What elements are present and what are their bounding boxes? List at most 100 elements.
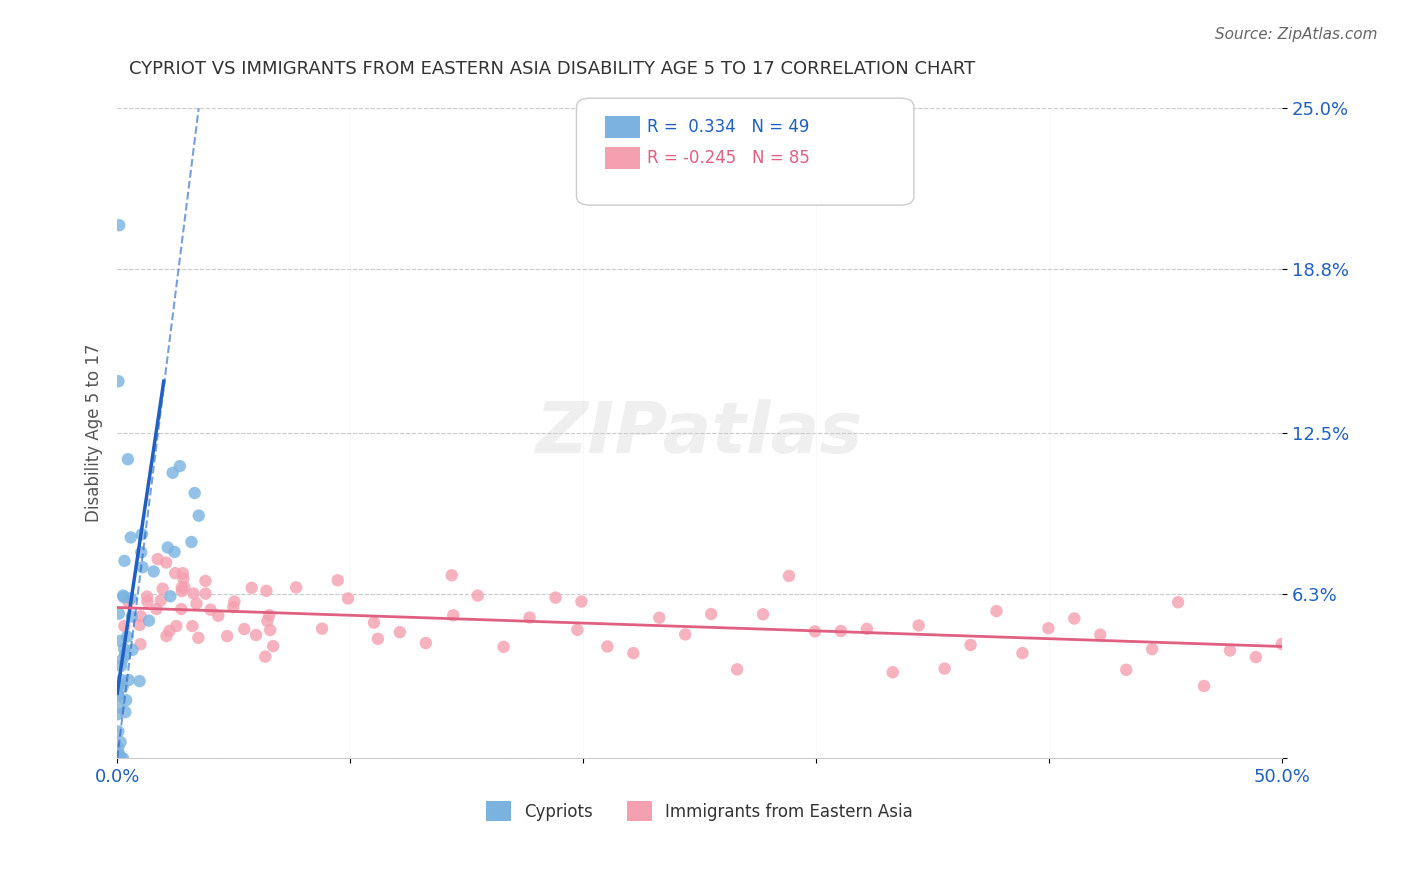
Point: [145, 602, 167, 616]
Point: [181, 619, 204, 633]
Point: [112, 590, 135, 604]
Point: [107, 689, 129, 703]
Point: [136, 590, 159, 604]
Point: [131, 527, 153, 541]
Point: [934, 662, 956, 676]
Point: [165, 566, 187, 581]
Point: [108, 218, 131, 232]
Text: ZIPatlas: ZIPatlas: [536, 399, 863, 467]
Point: [752, 607, 775, 622]
Point: [183, 486, 205, 500]
Point: [120, 531, 142, 545]
Point: [128, 618, 150, 632]
Point: [121, 643, 143, 657]
Point: [159, 589, 181, 603]
Point: [107, 688, 129, 702]
Point: [467, 589, 489, 603]
Point: [115, 630, 138, 644]
Point: [222, 600, 245, 615]
Point: [172, 566, 194, 581]
Point: [172, 572, 194, 586]
Point: [224, 595, 246, 609]
Text: CYPRIOT VS IMMIGRANTS FROM EASTERN ASIA DISABILITY AGE 5 TO 17 CORRELATION CHART: CYPRIOT VS IMMIGRANTS FROM EASTERN ASIA …: [129, 61, 976, 78]
Point: [1140, 642, 1163, 657]
Point: [165, 619, 187, 633]
Point: [149, 593, 172, 607]
Point: [155, 629, 177, 643]
Point: [567, 623, 589, 637]
Point: [121, 609, 143, 624]
Point: [138, 614, 160, 628]
Point: [1090, 627, 1112, 641]
Point: [596, 640, 619, 654]
Point: [142, 565, 165, 579]
Point: [778, 569, 800, 583]
Point: [107, 699, 129, 714]
Point: [117, 452, 139, 467]
Point: [367, 632, 389, 646]
Point: [120, 591, 142, 606]
Point: [110, 673, 132, 687]
Point: [882, 665, 904, 680]
Point: [415, 636, 437, 650]
Point: [136, 594, 159, 608]
Point: [259, 608, 281, 623]
Point: [112, 619, 135, 633]
Point: [1219, 643, 1241, 657]
Point: [1192, 679, 1215, 693]
Point: [217, 629, 239, 643]
Text: R =  0.334   N = 49: R = 0.334 N = 49: [647, 118, 808, 136]
Point: [118, 673, 141, 687]
Point: [110, 659, 132, 673]
Point: [162, 466, 184, 480]
Point: [114, 705, 136, 719]
Point: [170, 584, 193, 599]
Point: [1063, 611, 1085, 625]
Point: [1115, 663, 1137, 677]
Point: [112, 641, 135, 656]
Point: [1244, 650, 1267, 665]
Point: [187, 508, 209, 523]
Point: [207, 608, 229, 623]
Point: [194, 574, 217, 588]
Point: [173, 581, 195, 595]
Point: [114, 648, 136, 662]
Point: [254, 649, 277, 664]
Point: [110, 735, 132, 749]
Point: [544, 591, 567, 605]
Point: [128, 674, 150, 689]
Point: [959, 638, 981, 652]
Point: [240, 581, 263, 595]
Point: [107, 740, 129, 755]
Point: [262, 639, 284, 653]
Point: [1011, 646, 1033, 660]
Point: [621, 646, 644, 660]
Point: [326, 574, 349, 588]
Point: [907, 618, 929, 632]
Point: [131, 560, 153, 574]
Point: [183, 586, 205, 600]
Point: [112, 751, 135, 765]
Point: [110, 751, 132, 765]
Point: [107, 749, 129, 764]
Point: [108, 747, 131, 761]
Point: [129, 545, 152, 559]
Point: [1271, 637, 1294, 651]
Point: [105, 707, 128, 722]
Text: Source: ZipAtlas.com: Source: ZipAtlas.com: [1215, 27, 1378, 42]
Point: [830, 624, 852, 638]
Point: [170, 581, 193, 595]
Point: [200, 602, 222, 616]
Point: [186, 597, 208, 611]
Point: [117, 595, 139, 609]
Point: [152, 582, 174, 596]
Point: [440, 568, 463, 582]
Point: [112, 589, 135, 603]
Point: [673, 627, 696, 641]
Point: [311, 622, 333, 636]
Point: [259, 623, 281, 637]
Text: R = -0.245   N = 85: R = -0.245 N = 85: [647, 149, 810, 167]
Point: [180, 535, 202, 549]
Point: [129, 609, 152, 624]
Point: [111, 652, 134, 666]
